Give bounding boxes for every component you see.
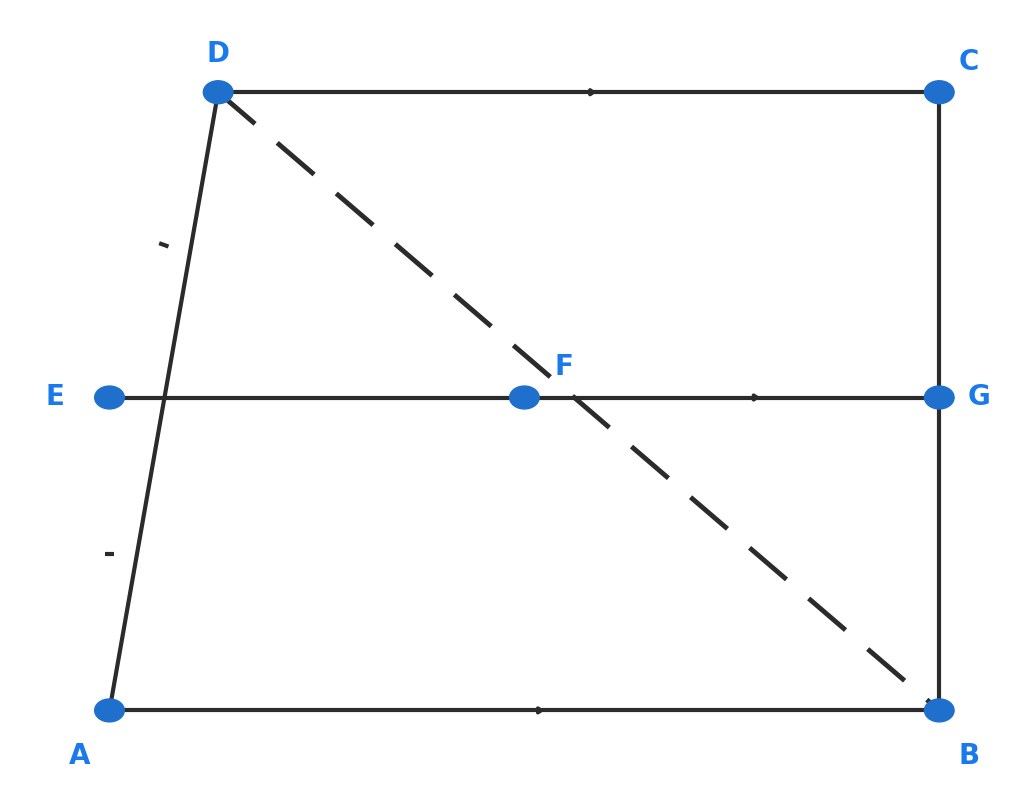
Circle shape <box>924 81 954 103</box>
Text: G: G <box>967 383 990 412</box>
Circle shape <box>924 699 954 722</box>
Text: A: A <box>69 743 91 770</box>
Circle shape <box>509 386 539 409</box>
Circle shape <box>95 699 125 722</box>
Circle shape <box>924 386 954 409</box>
Text: E: E <box>45 383 65 412</box>
Text: B: B <box>958 743 980 770</box>
Circle shape <box>204 81 233 103</box>
Text: F: F <box>555 353 573 381</box>
Text: C: C <box>959 48 980 76</box>
Circle shape <box>95 386 125 409</box>
Text: D: D <box>207 40 229 68</box>
